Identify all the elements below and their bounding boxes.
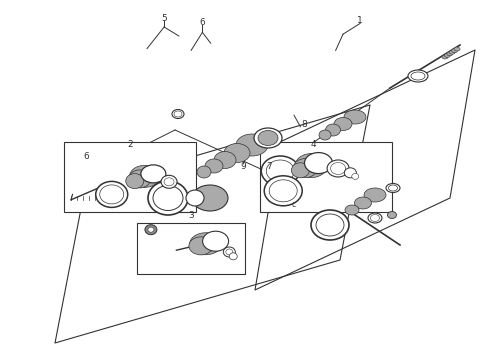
Ellipse shape [186,190,204,206]
Ellipse shape [100,185,123,204]
Ellipse shape [325,124,341,136]
Ellipse shape [449,50,455,54]
Bar [260,142,392,212]
Ellipse shape [164,178,174,186]
Ellipse shape [229,253,237,260]
Ellipse shape [148,227,154,232]
Ellipse shape [205,159,223,173]
Text: 1: 1 [357,17,363,26]
Ellipse shape [224,144,250,162]
Text: 7: 7 [267,162,272,171]
Ellipse shape [145,225,157,235]
Ellipse shape [172,109,184,118]
Ellipse shape [294,159,317,177]
Ellipse shape [174,111,182,117]
Ellipse shape [331,162,345,175]
Ellipse shape [452,49,458,53]
Ellipse shape [442,55,448,59]
Ellipse shape [161,175,177,188]
Ellipse shape [141,165,166,183]
Text: 8: 8 [301,120,307,129]
Ellipse shape [153,185,183,211]
Ellipse shape [192,185,228,211]
Ellipse shape [354,197,371,209]
Ellipse shape [334,117,352,131]
Ellipse shape [254,128,282,148]
Ellipse shape [352,174,359,179]
Ellipse shape [364,188,386,202]
Ellipse shape [368,213,382,223]
Ellipse shape [236,134,268,156]
Ellipse shape [190,233,222,255]
Bar [64,142,196,212]
Ellipse shape [226,249,233,255]
Ellipse shape [389,185,397,191]
Text: 9: 9 [241,162,246,171]
Ellipse shape [386,184,400,193]
Ellipse shape [129,165,160,188]
Text: 5: 5 [161,14,167,23]
Ellipse shape [261,156,299,186]
Ellipse shape [344,110,366,124]
Ellipse shape [258,131,278,145]
Ellipse shape [370,215,379,221]
Ellipse shape [292,163,309,178]
Ellipse shape [447,52,453,56]
Ellipse shape [388,212,396,219]
Ellipse shape [266,160,294,182]
Ellipse shape [304,153,333,174]
Ellipse shape [344,168,356,178]
Ellipse shape [264,176,302,206]
Text: 6: 6 [83,152,89,161]
Ellipse shape [295,154,327,177]
Text: 2: 2 [127,140,133,149]
Ellipse shape [311,210,349,240]
Ellipse shape [129,170,150,188]
Ellipse shape [454,47,460,51]
Ellipse shape [408,70,428,82]
Text: c: c [292,200,296,209]
Text: 6: 6 [199,18,205,27]
Ellipse shape [214,152,236,168]
Ellipse shape [148,181,188,215]
Ellipse shape [126,174,144,189]
Ellipse shape [411,72,425,80]
Text: 3: 3 [188,211,194,220]
Ellipse shape [223,247,235,257]
Ellipse shape [319,130,331,140]
Ellipse shape [197,166,211,178]
Ellipse shape [189,237,213,255]
Ellipse shape [269,180,297,202]
Ellipse shape [327,160,349,177]
Bar [137,223,245,274]
Ellipse shape [202,231,229,251]
Ellipse shape [316,214,344,236]
Text: 4: 4 [311,140,317,149]
Ellipse shape [96,181,128,207]
Ellipse shape [444,53,450,57]
Ellipse shape [345,205,359,215]
